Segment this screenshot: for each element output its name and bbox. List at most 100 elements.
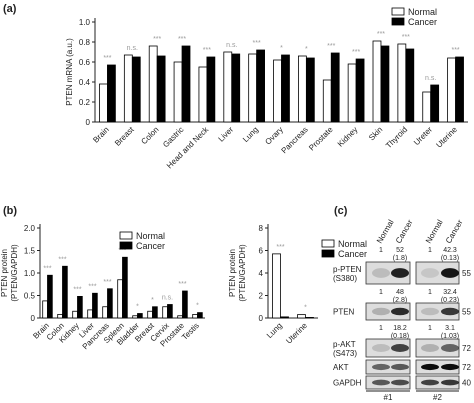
- blot-band: [372, 344, 390, 352]
- bar: [422, 91, 432, 123]
- bar: [397, 43, 407, 123]
- significance-label: *: [280, 45, 283, 52]
- x-tick-label: Breast: [113, 125, 136, 148]
- bar: [173, 61, 183, 123]
- bar: [305, 57, 315, 123]
- y-axis-label: PTEN mRNA (a.u.): [65, 38, 74, 106]
- significance-label: ***: [327, 43, 335, 50]
- bar: [272, 253, 281, 319]
- y-tick-label: 6: [259, 247, 264, 256]
- significance-label: ***: [43, 265, 51, 272]
- y-tick-label: 0: [86, 118, 91, 127]
- significance-label: *: [151, 297, 154, 304]
- significance-label: ***: [103, 279, 111, 286]
- bar: [132, 315, 138, 319]
- bar: [137, 313, 143, 319]
- significance-label: *: [305, 46, 308, 53]
- sample-label: #1: [384, 393, 393, 402]
- significance-label: ***: [377, 31, 385, 38]
- y-tick-label: 2.0: [24, 224, 36, 233]
- mw-marker: 55: [462, 308, 471, 317]
- bar: [181, 45, 191, 123]
- bar: [177, 315, 183, 319]
- panel-label: (a): [3, 3, 17, 15]
- y-tick-label: 0: [259, 314, 264, 323]
- quant-label: 1: [379, 247, 383, 254]
- significance-label: ***: [352, 49, 360, 56]
- y-axis-label: (PTEN/GAPDH): [10, 244, 19, 302]
- legend-swatch: [321, 239, 335, 248]
- bar: [57, 313, 63, 319]
- significance-label: n.s.: [127, 45, 138, 52]
- quant-label: (0.13): [441, 255, 459, 262]
- y-tick-label: 0.2: [79, 98, 91, 107]
- bar: [280, 316, 289, 319]
- bar: [107, 64, 116, 123]
- bar: [192, 313, 198, 319]
- quant-label: 18.2: [393, 325, 407, 332]
- bar: [99, 83, 108, 123]
- bar: [248, 53, 258, 123]
- bar: [322, 79, 332, 123]
- quant-label: 32.4: [443, 289, 457, 296]
- y-tick-label: 0.6: [79, 58, 91, 67]
- x-tick-label: Ovary: [263, 125, 284, 146]
- row-label: GAPDH: [333, 379, 362, 388]
- x-tick-label: Ureter: [412, 125, 434, 147]
- bar: [117, 279, 123, 319]
- blot-band: [441, 344, 459, 352]
- x-tick-label: Gastric: [161, 125, 185, 149]
- bar: [123, 54, 133, 123]
- quant-label: (2.8): [393, 297, 407, 304]
- quant-label: (0.23): [441, 297, 459, 304]
- legend-swatch: [391, 17, 405, 26]
- bar: [102, 306, 108, 319]
- blot-box: [365, 302, 411, 321]
- x-tick-label: Uterine: [434, 125, 459, 150]
- y-tick-label: 8: [259, 224, 264, 233]
- bar: [156, 55, 166, 123]
- legend-label: Normal: [338, 239, 367, 249]
- y-tick-label: 0: [31, 314, 36, 323]
- bar: [182, 290, 188, 319]
- lane-label: Cancer: [444, 218, 465, 245]
- significance-label: ***: [178, 36, 186, 43]
- blot-band: [372, 379, 390, 386]
- blot-band: [441, 363, 459, 371]
- bar: [455, 56, 464, 123]
- row-label: PTEN: [333, 308, 355, 317]
- significance-label: ***: [118, 247, 126, 254]
- quant-label: 1: [379, 325, 383, 332]
- bar: [380, 45, 390, 123]
- y-tick-label: 1.0: [79, 18, 91, 27]
- bar: [347, 63, 357, 123]
- bar: [198, 66, 208, 123]
- lane-label: Normal: [424, 218, 445, 245]
- legend-swatch: [119, 231, 133, 240]
- mw-marker: 72: [462, 363, 471, 372]
- quant-label: 1: [428, 289, 432, 296]
- quant-label: (1.8): [393, 255, 407, 262]
- bar: [256, 49, 265, 123]
- row-label: p-PTEN: [333, 265, 362, 274]
- y-axis-label: PTEN protein: [0, 249, 9, 297]
- y-tick-label: 0.8: [79, 38, 91, 47]
- x-tick-label: Uterine: [284, 321, 309, 346]
- x-tick-label: Thyroid: [384, 125, 409, 150]
- blot-band: [391, 363, 409, 371]
- quant-label: 52: [396, 247, 404, 254]
- significance-label: ***: [73, 286, 81, 293]
- significance-label: ***: [203, 47, 211, 54]
- bar: [281, 54, 290, 123]
- significance-label: ***: [253, 40, 261, 47]
- quant-label: 48: [396, 289, 404, 296]
- quant-label: 1: [379, 289, 383, 296]
- bar: [447, 57, 456, 123]
- significance-label: ***: [402, 34, 410, 41]
- bar: [298, 55, 307, 123]
- legend-label: Cancer: [136, 241, 165, 251]
- quant-label: 3.1: [445, 325, 455, 332]
- bar: [147, 310, 153, 319]
- blot-band: [391, 268, 409, 278]
